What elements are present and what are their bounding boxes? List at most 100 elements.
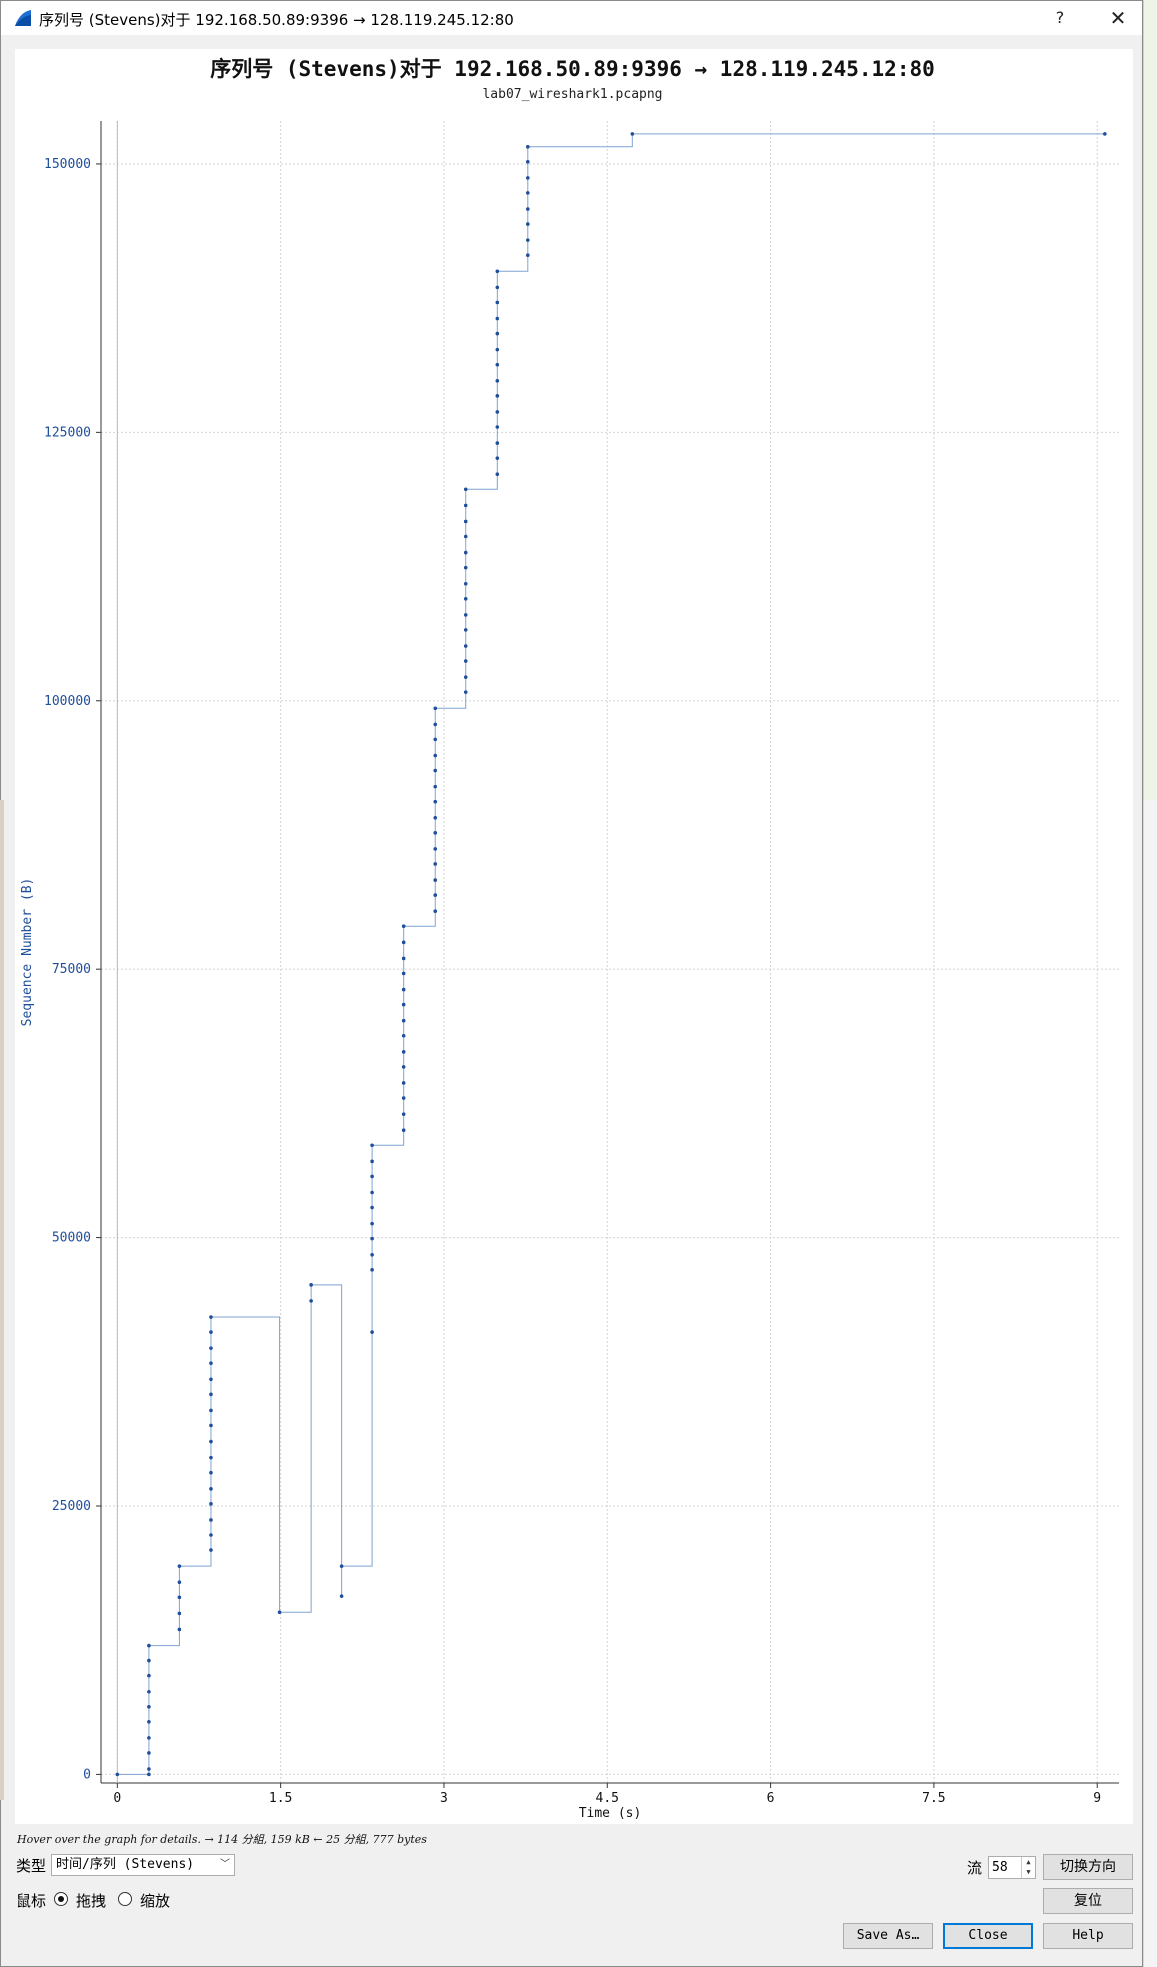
y-tick-label: 75000 bbox=[52, 962, 91, 977]
data-point bbox=[209, 1470, 213, 1475]
x-tick-label: 7.5 bbox=[922, 1791, 945, 1806]
y-tick-label: 100000 bbox=[44, 694, 91, 709]
data-point bbox=[209, 1487, 213, 1491]
data-point bbox=[433, 784, 438, 789]
close-icon[interactable]: ✕ bbox=[1109, 6, 1127, 30]
data-point bbox=[463, 690, 468, 694]
graph-type-select[interactable]: 时间/序列 (Stevens) ﹀ bbox=[51, 1854, 235, 1876]
data-point bbox=[401, 1033, 406, 1038]
data-point bbox=[209, 1518, 213, 1522]
spin-arrows-icon[interactable]: ▲ ▼ bbox=[1021, 1857, 1035, 1878]
switch-direction-button[interactable]: 切换方向 bbox=[1043, 1854, 1133, 1880]
data-point bbox=[433, 706, 438, 711]
window-title: 序列号 (Stevens)对于 192.168.50.89:9396 → 128… bbox=[39, 11, 514, 29]
data-point bbox=[115, 1772, 120, 1777]
zoom-radio[interactable] bbox=[118, 1892, 132, 1906]
data-point bbox=[147, 1720, 151, 1724]
data-point bbox=[147, 1704, 151, 1709]
title-bar[interactable]: 序列号 (Stevens)对于 192.168.50.89:9396 → 128… bbox=[1, 1, 1142, 35]
data-point bbox=[370, 1190, 374, 1195]
drag-radio[interactable] bbox=[54, 1892, 68, 1906]
data-point bbox=[463, 534, 468, 539]
data-point bbox=[525, 176, 530, 180]
data-point bbox=[401, 987, 406, 992]
chart-subtitle: lab07_wireshark1.pcapng bbox=[482, 87, 663, 102]
y-tick-label: 0 bbox=[83, 1767, 91, 1782]
data-point bbox=[495, 347, 500, 352]
close-button[interactable]: Close bbox=[943, 1923, 1033, 1949]
data-point bbox=[370, 1174, 374, 1179]
help-glyph-button[interactable]: ? bbox=[1055, 8, 1065, 27]
data-point bbox=[433, 878, 438, 882]
data-point bbox=[495, 269, 500, 274]
y-tick-label: 25000 bbox=[52, 1499, 91, 1514]
data-point bbox=[1103, 132, 1107, 136]
data-point bbox=[433, 737, 438, 742]
data-point bbox=[209, 1455, 213, 1460]
data-point bbox=[209, 1533, 213, 1537]
data-point bbox=[147, 1643, 151, 1648]
data-point bbox=[177, 1595, 182, 1600]
data-point bbox=[495, 456, 500, 460]
data-point bbox=[401, 924, 406, 929]
data-point bbox=[177, 1627, 182, 1632]
data-point bbox=[370, 1159, 374, 1164]
data-point bbox=[433, 847, 438, 851]
data-point bbox=[147, 1751, 151, 1755]
data-point bbox=[177, 1564, 182, 1568]
y-tick-label: 50000 bbox=[52, 1231, 91, 1246]
chart-title: 序列号 (Stevens)对于 192.168.50.89:9396 → 128… bbox=[210, 57, 935, 81]
data-point bbox=[463, 519, 468, 524]
data-point bbox=[309, 1283, 313, 1287]
type-label: 类型 bbox=[16, 1857, 47, 1875]
data-point bbox=[209, 1330, 213, 1334]
stream-spinbox[interactable]: 58 ▲ ▼ bbox=[988, 1856, 1036, 1879]
data-point bbox=[177, 1580, 182, 1585]
data-point bbox=[401, 1018, 406, 1023]
data-point bbox=[495, 425, 500, 429]
data-point bbox=[401, 1081, 406, 1085]
data-point bbox=[433, 862, 438, 866]
data-point bbox=[433, 768, 438, 773]
data-point bbox=[463, 596, 468, 601]
data-point bbox=[309, 1299, 313, 1303]
data-points bbox=[115, 132, 1107, 1777]
y-tick-label: 125000 bbox=[44, 425, 91, 440]
x-axis-label: Time (s) bbox=[579, 1806, 642, 1821]
data-point bbox=[209, 1423, 213, 1428]
zoom-label: 缩放 bbox=[140, 1892, 171, 1910]
data-point bbox=[209, 1408, 213, 1413]
tick-labels: 0 1.5 3 4.5 6 7.5 9 0 25000 50000 75000 100000 12500… bbox=[44, 157, 1101, 1806]
data-point bbox=[433, 753, 438, 758]
data-point bbox=[370, 1267, 374, 1272]
x-tick-label: 0 bbox=[113, 1791, 121, 1806]
data-point bbox=[209, 1439, 213, 1444]
data-point bbox=[209, 1315, 213, 1319]
data-point bbox=[463, 675, 468, 679]
data-point bbox=[630, 132, 635, 136]
data-point bbox=[370, 1252, 374, 1257]
reset-button[interactable]: 复位 bbox=[1043, 1888, 1133, 1914]
data-point bbox=[433, 799, 438, 804]
chevron-down-icon: ﹀ bbox=[220, 1859, 230, 1870]
data-point bbox=[463, 503, 468, 508]
data-point bbox=[495, 472, 500, 477]
data-point bbox=[463, 581, 468, 586]
plot-area[interactable] bbox=[15, 49, 1133, 1824]
stream-label: 流 bbox=[967, 1859, 983, 1877]
data-point bbox=[370, 1330, 374, 1334]
data-point bbox=[433, 815, 438, 820]
data-point bbox=[401, 1096, 406, 1100]
save-as-button[interactable]: Save As… bbox=[843, 1923, 933, 1949]
help-button[interactable]: Help bbox=[1043, 1923, 1133, 1949]
status-hint: Hover over the graph for details. → 114 … bbox=[17, 1833, 427, 1846]
data-point bbox=[525, 144, 530, 149]
data-point bbox=[463, 487, 468, 492]
data-point bbox=[147, 1767, 151, 1771]
drag-label: 拖拽 bbox=[76, 1892, 107, 1910]
x-tick-label: 9 bbox=[1093, 1791, 1101, 1806]
mouse-label: 鼠标 bbox=[16, 1892, 47, 1910]
data-point bbox=[463, 550, 468, 555]
sequence-number-chart[interactable]: 0 1.5 3 4.5 6 7.5 9 0 25000 50000 75000 100000 12500… bbox=[1, 1, 1144, 1831]
data-point bbox=[525, 191, 530, 195]
